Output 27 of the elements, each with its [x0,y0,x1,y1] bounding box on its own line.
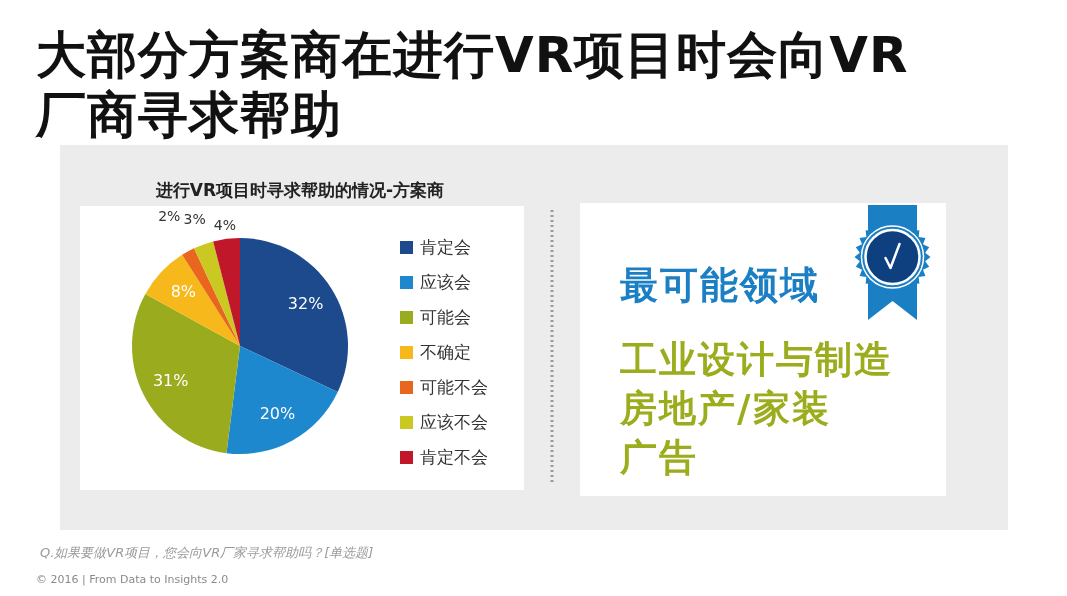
legend-label: 肯定会 [420,237,471,257]
pie-slice [213,238,240,346]
pie-slice [226,346,338,454]
chart-subtitle: 进行VR项目时寻求帮助的情况-方案商 [154,180,445,200]
legend-label: 不确定 [420,342,471,362]
legend-label: 肯定不会 [420,447,488,467]
pie-slice [194,241,240,346]
text: 广告 [619,436,698,479]
data-label: 31% [152,370,189,390]
legend-label: 应该不会 [420,412,488,432]
pie-slice [240,238,348,392]
legend-label: 应该会 [420,272,471,292]
legend-label: 可能不会 [420,377,488,397]
data-label: 32% [287,293,324,313]
text: © 2016 | From Data to Insights 2.0 [36,573,229,586]
data-label: 4% [213,216,236,233]
data-label: 20% [259,403,296,423]
data-label: 3% [183,211,206,227]
legend-label: 可能会 [420,307,471,327]
text: 最可能领域 [620,263,820,307]
text: Q.如果要做VR项目，您会向VR厂家寻求帮助吗？[单选题] [40,545,374,560]
chart-title: 大部分方案商在进行VR项目时会向VR厂商寻求帮助 [35,26,909,144]
pie-slice [145,254,240,346]
text: 房地产/家装 [619,387,831,430]
data-label: 8% [170,282,197,302]
data-label: 2% [158,208,181,225]
text: 工业设计与制造 [620,338,893,381]
